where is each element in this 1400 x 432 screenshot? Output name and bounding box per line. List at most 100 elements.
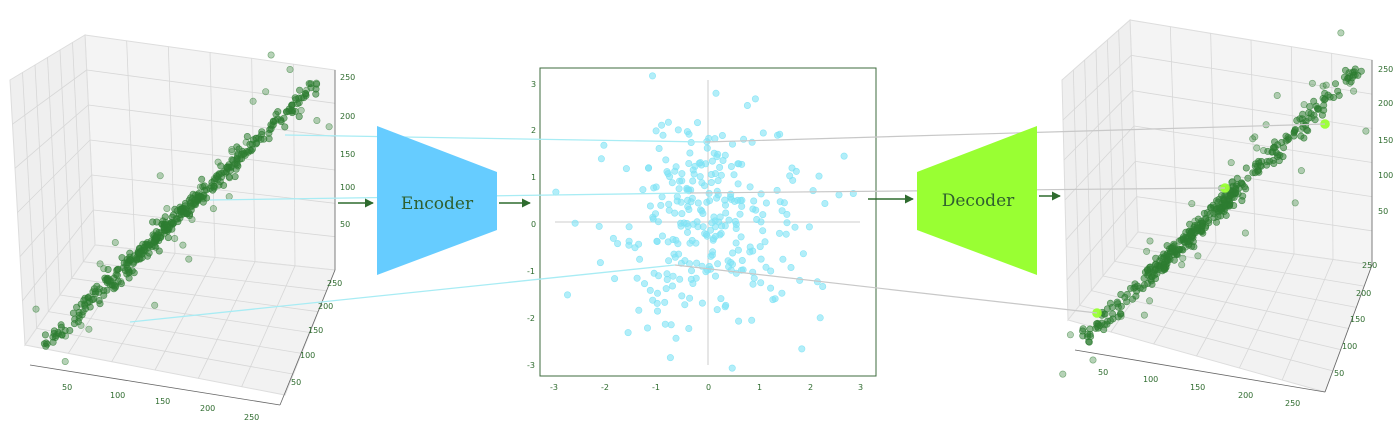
decoder-block [917,126,1037,275]
data-point [312,90,320,98]
latent-y-tick: -2 [527,314,535,323]
data-point [153,218,161,226]
data-point [1312,102,1320,110]
latent-point [727,163,735,171]
data-point [1214,213,1222,221]
latent-point [778,289,786,297]
latent-point [809,187,817,195]
latent-x-tick: 2 [808,383,813,392]
data-point [1299,123,1307,131]
data-point [268,122,276,130]
latent-point [658,232,666,240]
data-point [82,305,90,313]
latent-point [625,223,633,231]
latent-point [655,145,663,153]
data-point [177,207,185,215]
latent-point [644,164,652,172]
data-point [297,106,305,114]
right-x-tick: 50 [1098,368,1108,377]
latent-point [762,263,770,271]
latent-point [685,324,693,332]
latent-point [729,249,737,257]
data-point [1262,121,1270,129]
data-point [285,105,293,113]
latent-point [668,282,676,290]
latent-point [689,279,697,287]
right-x-tick: 250 [1285,399,1300,408]
data-point [1109,310,1117,318]
data-point [1188,200,1196,208]
latent-point [671,209,679,217]
latent-point [762,199,770,207]
latent-point [746,248,754,256]
latent-point [643,324,651,332]
latent-point [694,199,702,207]
data-point [85,325,93,333]
latent-point [597,155,605,163]
latent-point [663,270,671,278]
data-point [102,276,110,284]
latent-point [652,127,660,135]
data-point [215,181,223,189]
data-point [40,340,48,348]
data-point [209,205,217,213]
latent-point [676,177,684,185]
data-point [95,288,103,296]
latent-point [700,182,708,190]
latent-point [624,329,632,337]
latent-point [730,171,738,179]
data-point [188,216,196,224]
data-point [1340,73,1348,81]
latent-point [686,239,694,247]
data-point [1201,224,1209,232]
latent-point [787,263,795,271]
latent-point [819,282,827,290]
data-point [217,162,225,170]
latent-point [776,130,784,138]
latent-point [750,197,758,205]
data-point [96,300,104,308]
data-point [233,152,241,160]
data-point [1226,191,1234,199]
latent-point [736,210,744,218]
data-point [1320,106,1328,114]
latent-point [761,238,769,246]
latent-point [778,207,786,215]
left-y-tick: 100 [300,351,315,360]
left-x-tick: 250 [244,413,259,422]
data-point [96,260,104,268]
latent-point [728,260,736,268]
data-point [179,241,187,249]
data-point [1220,195,1228,203]
latent-point [728,364,736,372]
data-point [1350,87,1358,95]
data-point [232,165,240,173]
latent-point [653,289,661,297]
left-z-tick: 200 [340,112,355,121]
latent-point [685,160,693,168]
latent-point [746,183,754,191]
latent-point [664,238,672,246]
data-point [74,318,82,326]
latent-point [759,227,767,235]
right-x-tick: 100 [1143,375,1158,384]
data-point [1351,65,1359,73]
data-point [295,113,303,121]
latent-point [595,222,603,230]
data-point [156,172,164,180]
data-point [52,332,60,340]
left-z-tick: 50 [340,220,350,229]
data-point [171,235,179,243]
data-point [1066,331,1074,339]
latent-point [711,223,719,231]
latent-point [788,164,796,172]
latent-point [696,173,704,181]
data-point [69,309,77,317]
latent-point [737,233,745,241]
latent-point [646,202,654,210]
latent-point [717,295,725,303]
latent-point [840,152,848,160]
right-y-tick: 150 [1350,315,1365,324]
latent-point [671,253,679,261]
latent-point [712,89,720,97]
